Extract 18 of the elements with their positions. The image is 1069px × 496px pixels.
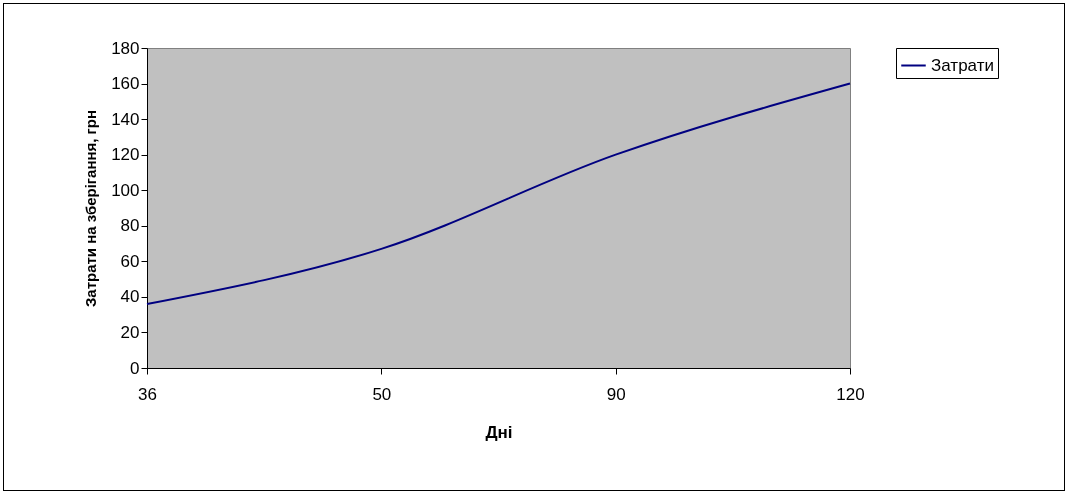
y-tick-label: 20	[120, 322, 140, 342]
y-tick-label: 40	[120, 287, 140, 307]
y-tick-label: 140	[111, 109, 140, 129]
y-tick-label: 80	[120, 216, 140, 236]
x-tick-label: 120	[836, 384, 865, 404]
y-tick-label: 60	[120, 251, 140, 271]
y-tick-label: 160	[111, 74, 140, 94]
x-tick-label: 90	[606, 384, 626, 404]
y-tick-label: 180	[111, 38, 140, 58]
x-axis-title: Дні	[485, 422, 513, 442]
y-tick-label: 0	[130, 358, 140, 378]
y-tick-label: 120	[111, 145, 140, 165]
y-axis-title: Затрати на зберігання, грн	[82, 109, 100, 308]
legend-label: Затрати	[931, 55, 994, 75]
line-series	[146, 82, 851, 305]
x-tick-label: 50	[372, 384, 392, 404]
x-tick-label: 36	[138, 384, 157, 404]
y-tick-label: 100	[111, 180, 140, 200]
